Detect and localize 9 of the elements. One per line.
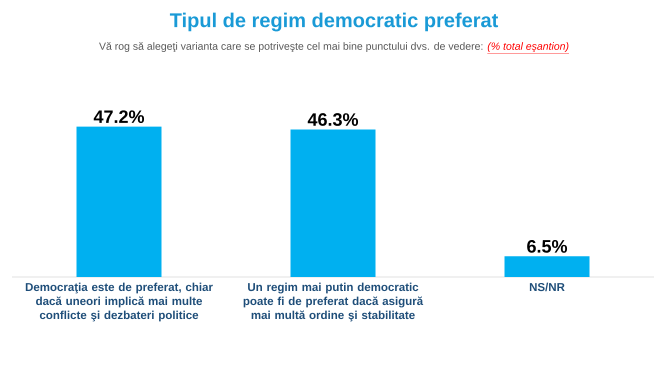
chart-subtitle: Vă rog să alegeţi varianta care se potriveşte cel mai bine punctului dvs. de vedere: <box>99 42 482 52</box>
data-label: 47.2% <box>94 110 144 124</box>
chart-title: Tipul de regim democratic preferat <box>170 12 498 32</box>
data-label: 46.3% <box>308 113 358 126</box>
x-tick-label: Democraţia este de preferat, chiar dacă uneori implică mai multe conflicte şi dezbateri politice <box>26 282 213 322</box>
data-label: 6.5% <box>527 240 568 253</box>
text: (% total eşantion) <box>488 42 568 52</box>
x-tick-label: NS/NR <box>530 282 565 292</box>
x-tick-label: Un regim mai putin democratic poate fi de preferat dacă asigură mai multă ordine şi stabilitate <box>244 282 424 322</box>
